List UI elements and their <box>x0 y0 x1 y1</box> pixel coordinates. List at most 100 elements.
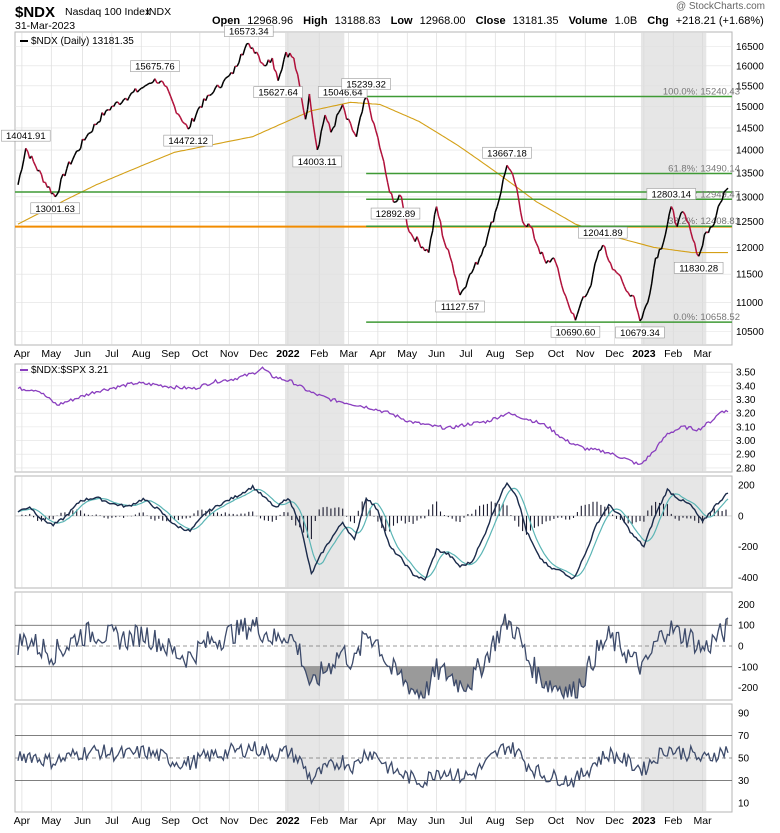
x-tick-label: Oct <box>192 348 208 360</box>
price-segment <box>261 62 263 63</box>
rsi-y-tick: 90 <box>738 709 750 720</box>
price-label: 16573.34 <box>229 27 269 38</box>
x-tick-label: Mar <box>694 815 713 827</box>
price-y-tick: 12500 <box>736 217 764 228</box>
x-tick-label: Aug <box>486 815 505 827</box>
price-segment <box>572 313 574 314</box>
rsi-y-tick: 50 <box>738 754 750 765</box>
price-y-tick: 12000 <box>736 243 764 254</box>
price-label: 15627.64 <box>258 88 298 99</box>
price-label: 12041.89 <box>583 228 623 239</box>
x-tick-label: Jun <box>74 815 91 827</box>
price-legend: $NDX (Daily) 13181.35 <box>31 36 134 47</box>
panels: Apr Apr May May Jun Jun Jul Jul Aug Aug Sep Sep Oct O… <box>1 26 764 827</box>
x-tick-label: Feb <box>310 815 328 827</box>
price-y-tick: 14500 <box>736 123 764 134</box>
x-tick-label: 2023 <box>632 348 656 360</box>
x-tick-label: Feb <box>310 348 328 360</box>
price-label: 11127.57 <box>441 302 479 313</box>
price-segment <box>165 86 167 87</box>
x-tick-label: Jul <box>459 348 472 360</box>
x-tick-label: 2022 <box>276 815 300 827</box>
shaded-period <box>285 33 344 344</box>
chg-value: +218.21 (+1.68%) <box>676 15 764 27</box>
x-tick-label: Apr <box>370 348 387 360</box>
high-label: High <box>303 15 328 27</box>
relative-y-tick: 3.10 <box>736 422 756 433</box>
index-name: Nasdaq 100 Index <box>65 6 151 18</box>
cci-y-tick: 100 <box>738 621 755 632</box>
relative-legend: $NDX:$SPX 3.21 <box>31 365 109 376</box>
x-tick-label: Sep <box>515 348 534 360</box>
x-tick-label: Oct <box>192 815 208 827</box>
price-y-tick: 13000 <box>736 192 764 203</box>
price-label: 15239.32 <box>346 80 386 91</box>
price-label: 14041.91 <box>6 131 46 142</box>
x-tick-label: May <box>41 815 62 827</box>
price-segment <box>151 82 153 83</box>
price-segment <box>98 122 100 123</box>
x-tick-label: Dec <box>249 815 268 827</box>
shaded-period <box>285 593 344 699</box>
shaded-period <box>285 705 344 811</box>
fib-level-label: 61.8%: 13490.14 <box>668 163 740 174</box>
x-tick-label: Sep <box>515 815 534 827</box>
x-tick-label: Mar <box>340 815 359 827</box>
low-label: Low <box>391 15 413 27</box>
cci-y-tick: -200 <box>738 683 758 694</box>
price-segment <box>184 123 186 124</box>
relative-y-tick: 3.30 <box>736 395 756 406</box>
cci-y-tick: 0 <box>738 642 744 653</box>
x-tick-label: Aug <box>132 348 151 360</box>
x-tick-label: Nov <box>576 815 595 827</box>
relative-y-tick: 3.40 <box>736 381 756 392</box>
x-tick-label: Jul <box>105 815 118 827</box>
x-tick-label: Jul <box>105 348 118 360</box>
volume-label: Volume <box>569 15 608 27</box>
price-segment <box>176 113 178 114</box>
x-tick-label: Dec <box>605 348 624 360</box>
x-tick-label: Oct <box>548 815 564 827</box>
price-y-tick: 16000 <box>736 61 764 72</box>
x-tick-label: May <box>41 348 62 360</box>
price-label: 12803.14 <box>651 189 691 200</box>
price-y-tick: 15500 <box>736 81 764 92</box>
price-y-tick: 11000 <box>736 298 764 309</box>
price-segment <box>292 57 294 58</box>
x-tick-label: Dec <box>605 815 624 827</box>
price-segment <box>141 88 143 89</box>
x-tick-label: Oct <box>548 348 564 360</box>
price-label: 10690.60 <box>556 327 596 338</box>
x-tick-label: Apr <box>14 348 31 360</box>
symbol-title: $NDX <box>15 4 55 21</box>
chg-label: Chg <box>647 15 668 27</box>
x-tick-label: Feb <box>664 348 682 360</box>
x-tick-label: Mar <box>694 348 713 360</box>
x-tick-label: Apr <box>14 815 31 827</box>
x-tick-label: 2022 <box>276 348 300 360</box>
price-y-tick: 16500 <box>736 42 764 53</box>
close-label: Close <box>476 15 506 27</box>
price-label: 14003.11 <box>298 157 337 168</box>
cci-y-tick: 200 <box>738 600 755 611</box>
price-segment <box>145 85 147 86</box>
price-segment <box>210 94 212 95</box>
x-tick-label: Jun <box>428 815 445 827</box>
watermark: @ StockCharts.com <box>676 1 765 12</box>
close-value: 13181.35 <box>513 15 559 27</box>
panel-frame <box>15 364 732 472</box>
rsi-y-tick: 70 <box>738 731 750 742</box>
price-segment <box>131 92 133 93</box>
price-label: 14472.12 <box>168 136 208 147</box>
rsi-y-tick: 30 <box>738 776 750 787</box>
x-tick-label: Sep <box>161 348 180 360</box>
x-tick-label: May <box>397 815 418 827</box>
price-segment <box>88 133 90 134</box>
cci-y-tick: -100 <box>738 662 758 673</box>
x-tick-label: Nov <box>220 348 239 360</box>
price-label: 11830.28 <box>679 263 718 274</box>
x-tick-label: Mar <box>340 348 359 360</box>
fib-level-label: 0.0%: 10658.52 <box>673 312 740 323</box>
